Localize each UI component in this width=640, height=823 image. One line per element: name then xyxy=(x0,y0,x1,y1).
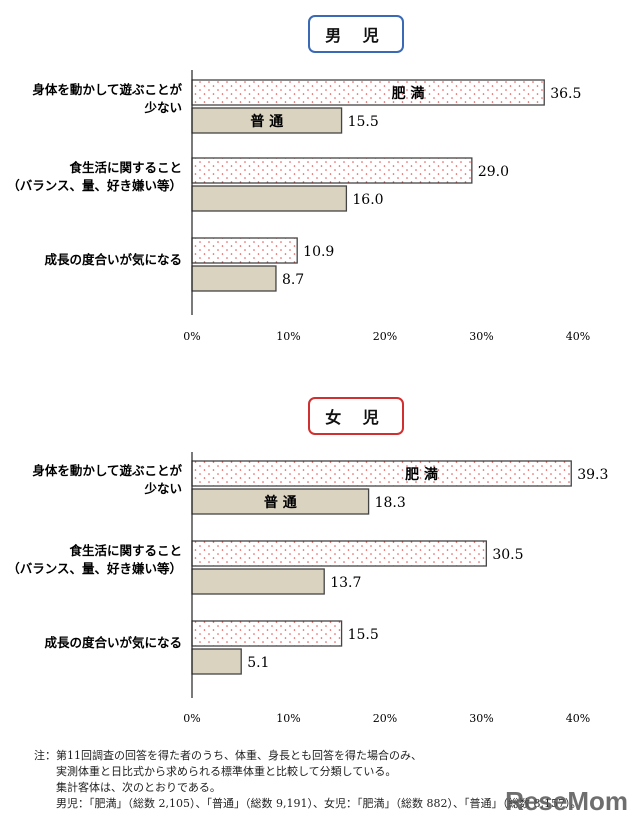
category-label: 身体を動かして遊ぶことが xyxy=(32,82,182,97)
bar-normal xyxy=(191,488,370,515)
category-label: 少ない xyxy=(143,100,182,115)
data-label: 15.5 xyxy=(348,627,379,643)
category-label: 成長の度合いが気になる xyxy=(44,252,182,267)
data-label: 10.9 xyxy=(303,244,334,260)
category-label: （バランス、量、好き嫌い等） xyxy=(7,561,182,576)
data-label: 13.7 xyxy=(330,575,361,591)
bar-obese xyxy=(191,79,545,106)
data-label: 16.0 xyxy=(352,192,383,208)
note-line: 集計客体は、次のとおりである。 xyxy=(34,781,221,794)
category-label: （バランス、量、好き嫌い等） xyxy=(7,178,182,193)
bar-obese xyxy=(191,157,473,184)
data-label: 15.5 xyxy=(348,114,379,130)
data-label: 39.3 xyxy=(577,467,608,483)
data-label: 36.5 xyxy=(550,86,581,102)
series-label: 普 通 xyxy=(250,113,283,130)
data-label: 18.3 xyxy=(375,495,406,511)
data-label: 30.5 xyxy=(492,547,523,563)
bar-obese xyxy=(191,620,343,647)
category-label: 食生活に関すること xyxy=(68,543,182,558)
bar-obese xyxy=(191,237,298,264)
bar-normal xyxy=(191,648,242,675)
x-tick-label: 10% xyxy=(276,330,300,343)
x-tick-label: 0% xyxy=(183,330,200,343)
note-line: 男児：「肥満」（総数 2,105）、「普通」（総数 9,191）、女児：「肥満」… xyxy=(34,797,582,810)
bar-obese xyxy=(191,540,487,567)
x-tick-label: 30% xyxy=(469,330,493,343)
series-label: 肥 満 xyxy=(405,466,438,483)
category-label: 食生活に関すること xyxy=(68,160,182,175)
footnote: 注：第11回調査の回答を得た者のうち、体重、身長とも回答を得た場合のみ、 実測体… xyxy=(34,748,581,812)
bar-normal xyxy=(191,265,277,292)
x-tick-label: 40% xyxy=(566,330,590,343)
x-tick-label: 30% xyxy=(469,712,493,725)
resemom-logo: ReseMom xyxy=(505,786,628,816)
data-label: 5.1 xyxy=(247,655,269,671)
data-label: 8.7 xyxy=(282,272,304,288)
series-label: 普 通 xyxy=(264,494,297,511)
x-tick-label: 40% xyxy=(566,712,590,725)
x-tick-label: 10% xyxy=(276,712,300,725)
x-tick-label: 20% xyxy=(373,712,397,725)
bar-normal xyxy=(191,107,343,134)
category-label: 少ない xyxy=(143,481,182,496)
chart-title-girls: 女 児 xyxy=(308,397,404,435)
bar-normal xyxy=(191,185,348,212)
chart-title-boys: 男 児 xyxy=(308,15,404,53)
x-tick-label: 20% xyxy=(373,330,397,343)
note-line: 注：第11回調査の回答を得た者のうち、体重、身長とも回答を得た場合のみ、 xyxy=(34,749,422,762)
series-label: 肥 満 xyxy=(392,85,425,102)
data-label: 29.0 xyxy=(478,164,509,180)
x-tick-label: 0% xyxy=(183,712,200,725)
category-label: 身体を動かして遊ぶことが xyxy=(32,463,182,478)
category-label: 成長の度合いが気になる xyxy=(44,635,182,650)
bar-obese xyxy=(191,460,572,487)
bar-normal xyxy=(191,568,325,595)
note-line: 実測体重と日比式から求められる標準体重と比較して分類している。 xyxy=(34,765,397,778)
